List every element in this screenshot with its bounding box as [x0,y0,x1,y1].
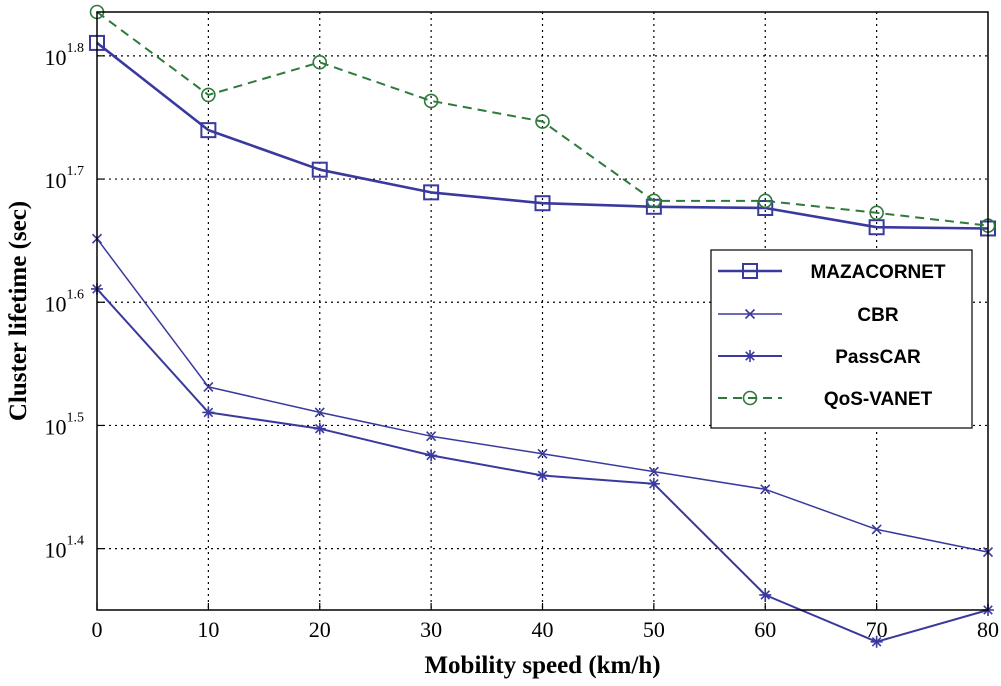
data-point-qos-vanet [201,87,216,103]
data-point-mazacornet [757,200,774,217]
data-point-qos-vanet [312,54,328,70]
data-point-cbr [537,448,548,459]
legend-label-mazacornet: MAZACORNET [810,262,945,283]
series-line-qos-vanet [96,11,989,227]
legend-marker-cbr [744,308,756,320]
data-point-cbr [203,381,214,392]
data-point-mazacornet [868,219,885,236]
grid-layer [96,12,989,610]
series-line-mazacornet [96,41,989,230]
data-point-qos-vanet [423,93,439,109]
legend-label-cbr: CBR [857,305,898,326]
data-point-mazacornet [423,184,440,201]
legend: MAZACORNET CBR PassCAR QoS-VANET [710,249,973,429]
data-point-passcar [425,449,438,462]
data-point-passcar [647,477,660,490]
data-point-qos-vanet [535,114,550,129]
x-axis-title: Mobility speed (km/h) [424,652,660,679]
data-point-qos-vanet [646,193,662,209]
data-point-qos-vanet [757,193,773,209]
x-tick-label: 0 [92,617,103,642]
legend-marker-qos-vanet [742,390,758,406]
data-point-qos-vanet [869,205,884,221]
plot-frame [96,11,989,611]
x-tick-label: 70 [866,617,888,642]
series-layer [89,4,996,648]
data-point-mazacornet [311,161,328,178]
x-tick-label: 60 [754,617,776,642]
x-tick-label: 80 [977,617,999,642]
series-qos-vanet [89,4,996,233]
data-point-cbr [426,431,437,442]
data-point-passcar [202,406,215,419]
y-axis-title: Cluster lifetime (sec) [5,201,32,421]
y-tick-label: 101.7 [45,164,85,193]
data-point-cbr [871,524,882,535]
data-point-passcar [759,588,772,601]
data-point-cbr [648,466,659,477]
data-point-cbr [314,407,325,418]
legend-marker-passcar [744,350,756,362]
data-point-passcar [536,469,549,482]
y-tick-labels: 101.4 101.5 101.6 101.7 101.8 [45,41,85,563]
legend-marker-mazacornet [742,263,758,279]
x-tick-label: 50 [643,617,665,642]
y-tick-label: 101.4 [45,534,85,563]
data-point-mazacornet [534,195,551,212]
y-tick-label: 101.5 [45,410,85,439]
series-passcar [91,282,994,648]
x-tick-label: 40 [532,617,554,642]
legend-label-passcar: PassCAR [835,347,921,368]
x-tick-label: 30 [420,617,442,642]
legend-label-qos-vanet: QoS-VANET [824,389,933,410]
data-point-mazacornet [200,122,217,139]
y-tick-label: 101.8 [45,41,85,70]
x-tick-label: 10 [197,617,219,642]
x-tick-labels: 0 10 20 30 40 50 60 70 80 [92,617,1000,642]
y-tick-label: 101.6 [45,287,85,316]
x-tick-label: 20 [309,617,331,642]
data-point-passcar [313,422,326,435]
data-point-passcar [870,635,883,648]
data-point-cbr [760,484,771,495]
